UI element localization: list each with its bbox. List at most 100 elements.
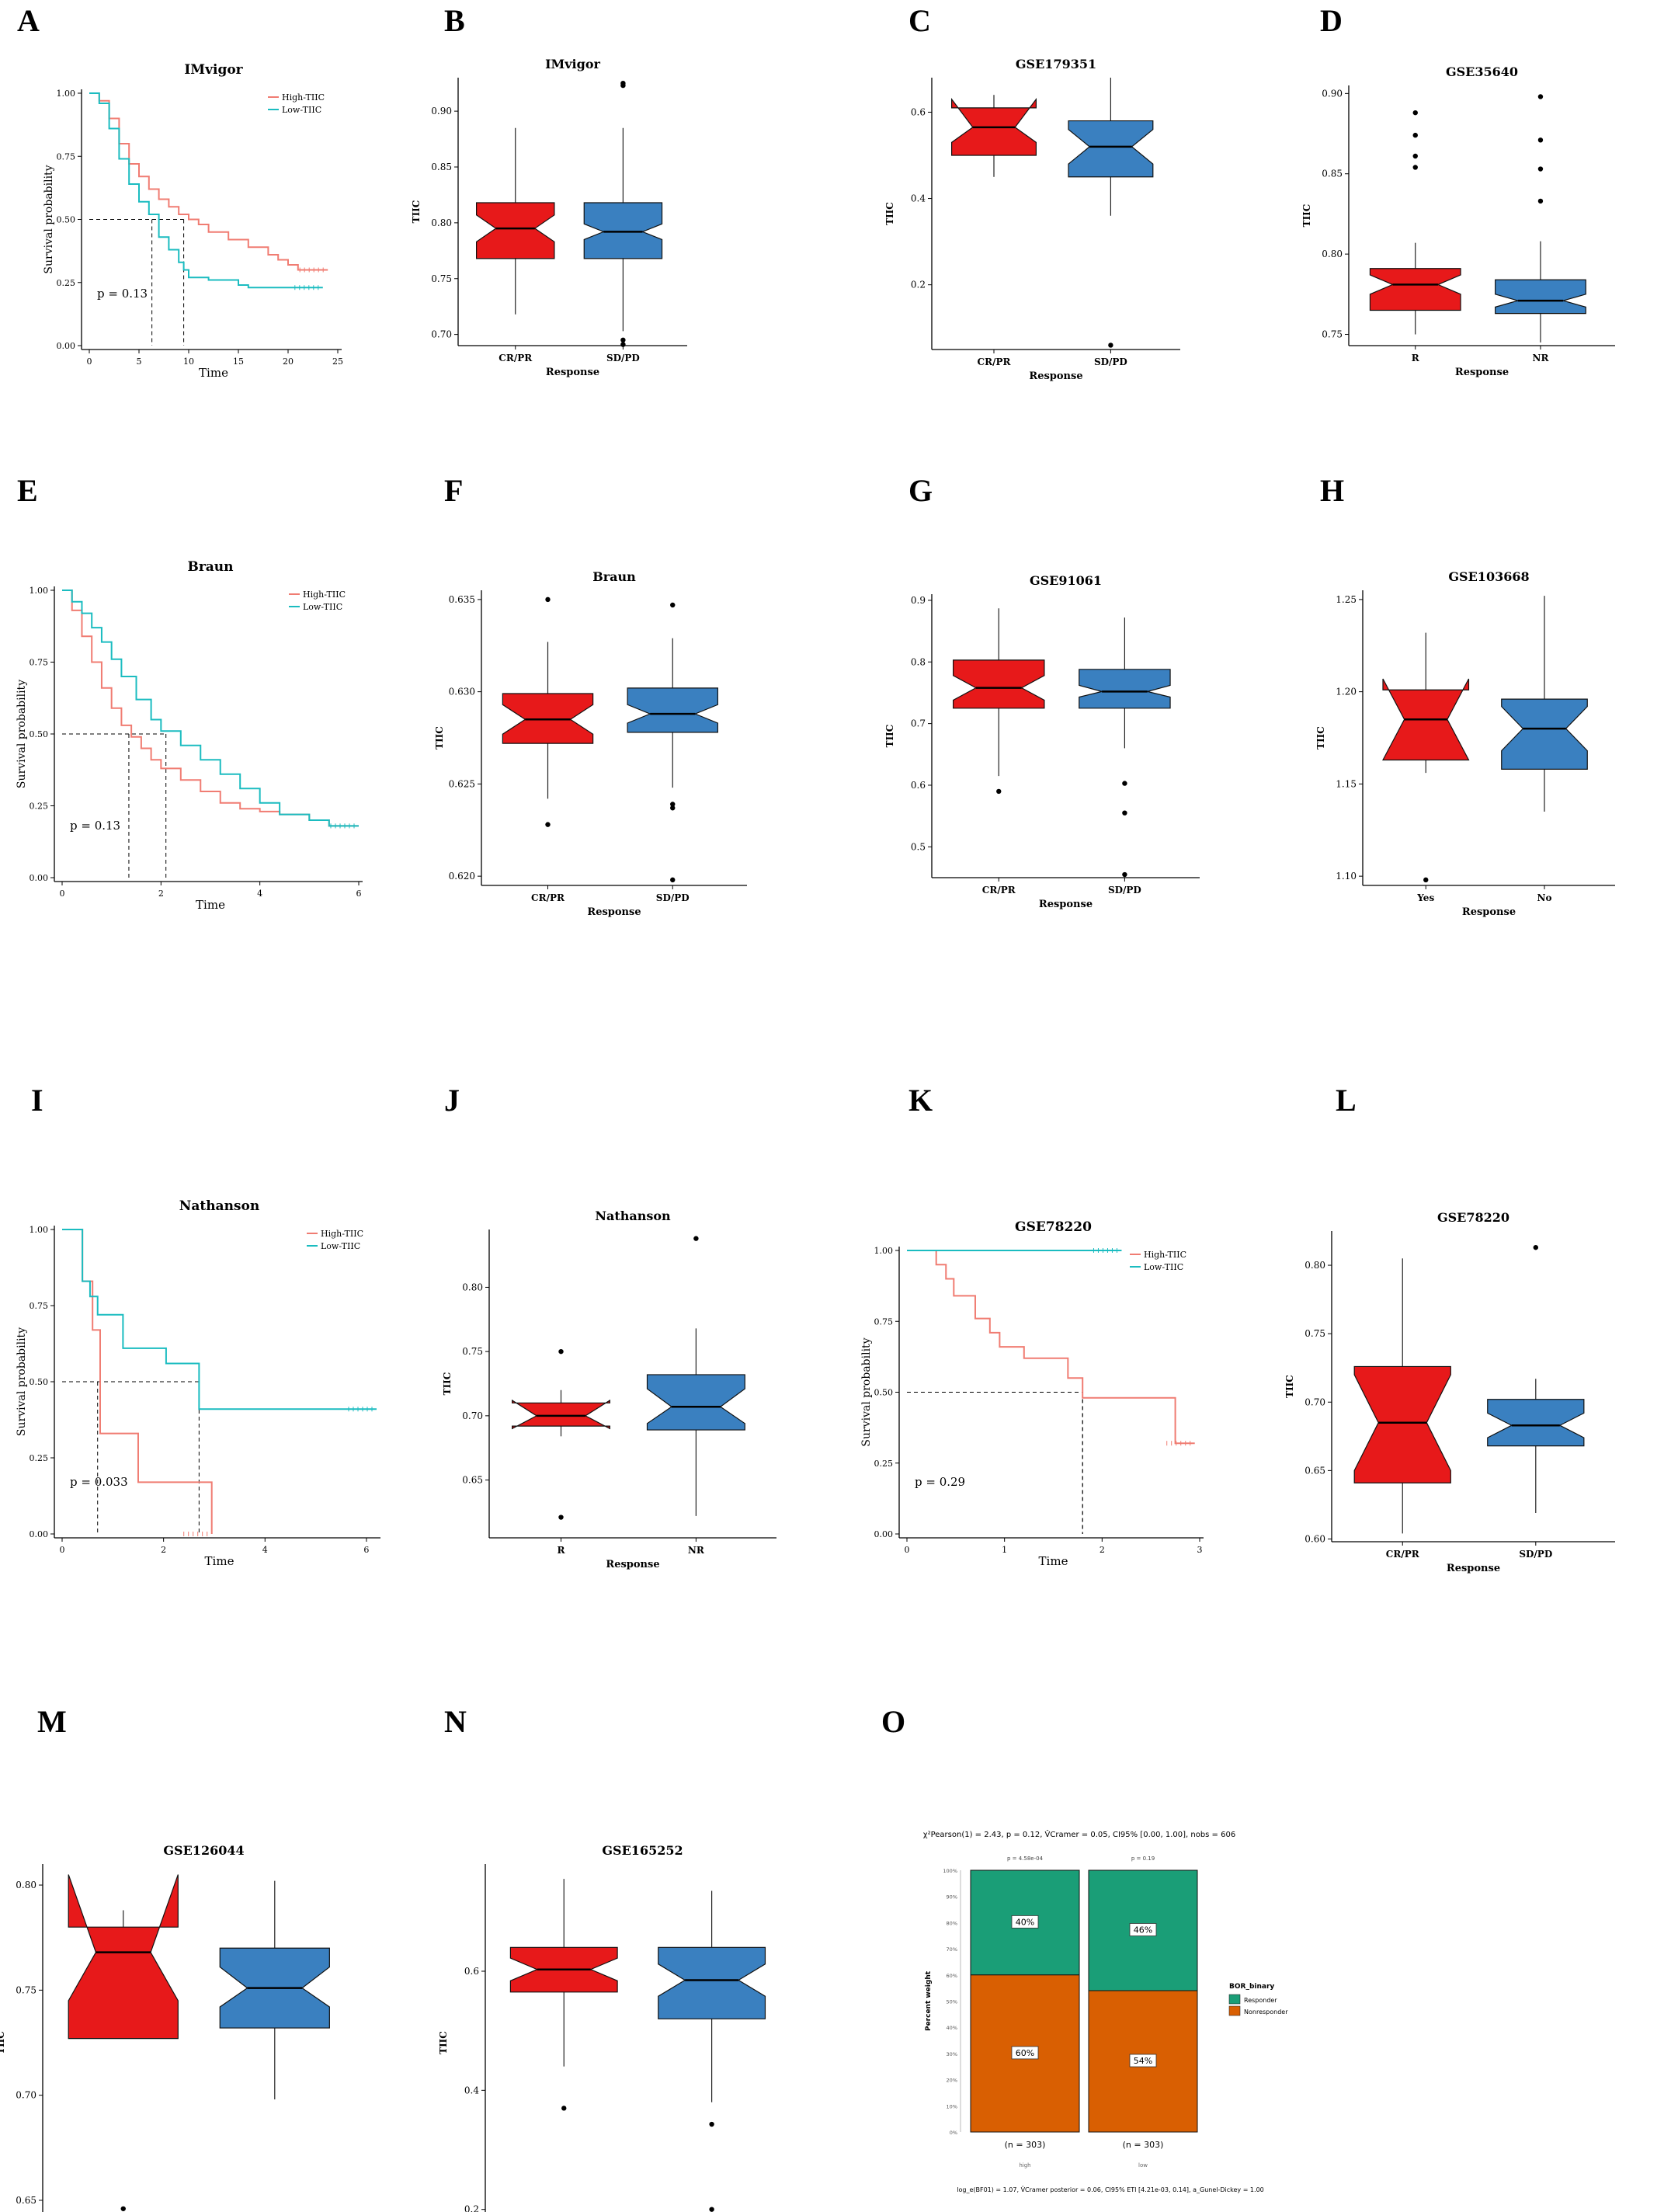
y-tick-label: 50%	[947, 1999, 957, 2005]
bar-top-p-value: p = 4.58e-04	[1007, 1856, 1044, 1862]
y-tick-label: 0.00	[57, 341, 76, 351]
x-tick-label: 0	[60, 889, 65, 899]
y-tick-label: 0.25	[874, 1459, 894, 1469]
stats-footer: log_e(BF01) = 1.07, V̂Cramer posterior =…	[957, 2186, 1264, 2193]
panel-letter-K: K	[908, 1083, 933, 1118]
y-tick-label: 0.7	[911, 718, 926, 729]
box-No	[1501, 698, 1588, 770]
y-tick-label: 0.75	[16, 1984, 36, 1995]
y-tick-label: 0.75	[874, 1316, 894, 1327]
outlier-point	[1537, 137, 1544, 143]
x-tick-label: R	[558, 1545, 566, 1556]
y-axis-label: TIIC	[438, 2031, 449, 2054]
y-tick-label: 0.75	[1322, 329, 1343, 340]
x-tick-label: SD/PD	[1094, 356, 1127, 367]
x-tick-label: CR/PR	[982, 885, 1016, 896]
panel-letter-E: E	[17, 473, 38, 508]
y-tick-label: 1.25	[1336, 594, 1357, 605]
y-tick-label: 0.90	[1322, 88, 1343, 99]
x-tick-label: CR/PR	[531, 892, 565, 903]
x-tick-label: 15	[233, 356, 244, 367]
legend-title: BOR_binary	[1229, 1983, 1274, 1991]
x-tick-label: 6	[356, 889, 362, 899]
y-tick-label: 10%	[947, 2103, 957, 2109]
pct-label-box	[1129, 2054, 1157, 2068]
pct-label-box	[1011, 1915, 1039, 1929]
legend-label-low: Low-TIIC	[282, 105, 321, 115]
plot-title: GSE35640	[1446, 64, 1518, 79]
y-tick-label: 0.75	[1304, 1328, 1325, 1339]
y-tick-label: 0.75	[30, 658, 49, 668]
y-tick-label: 0.60	[1304, 1533, 1325, 1544]
x-axis-label: Time	[205, 1554, 234, 1568]
pct-label-box	[1011, 2046, 1039, 2060]
x-axis-label: Response	[1447, 1563, 1500, 1574]
outlier-point	[670, 805, 676, 811]
plot-title: GSE126044	[163, 1843, 244, 1858]
plot-title: GSE78220	[1015, 1219, 1092, 1235]
km-curve-low-tiic	[62, 590, 359, 827]
x-tick-label: 25	[332, 356, 343, 367]
y-tick-label: 0.65	[1304, 1465, 1325, 1476]
box-R	[1369, 268, 1461, 311]
y-tick-label: 0.6	[911, 106, 926, 117]
x-axis-label: Response	[1029, 370, 1082, 382]
outlier-point	[620, 337, 626, 343]
y-tick-label: 0.625	[449, 778, 475, 789]
y-tick-label: 0.25	[30, 1453, 49, 1463]
y-tick-label: 40%	[947, 2025, 957, 2031]
plot-title: GSE179351	[1016, 57, 1096, 71]
outlier-point	[545, 596, 551, 603]
y-tick-label: 1.00	[874, 1246, 894, 1256]
y-tick-label: 1.00	[57, 89, 76, 99]
y-tick-label: 0.25	[30, 802, 49, 812]
y-axis-label: TIIC	[434, 726, 445, 750]
outlier-point	[670, 602, 676, 608]
y-tick-label: 0.00	[30, 1529, 49, 1539]
y-tick-label: 0.80	[462, 1282, 483, 1292]
pct-label-nonresponder: 60%	[1016, 2048, 1034, 2058]
x-tick-label: No	[1537, 892, 1552, 903]
km-curve-high-tiic	[62, 590, 359, 827]
panel-D: D GSE35640 0.75 0.80 0.85 0.90 TIIC Response R NR	[1301, 3, 1615, 378]
y-tick-label: 0.70	[431, 329, 452, 340]
x-tick-label: low	[1138, 2162, 1148, 2169]
p-value-label: p = 0.29	[915, 1475, 965, 1489]
y-tick-label: 0.80	[431, 217, 452, 228]
x-tick-label: 3	[1197, 1545, 1203, 1555]
y-tick-label: 80%	[947, 1920, 957, 1926]
box-CR/PR	[476, 202, 555, 259]
box-SD/PD	[627, 687, 718, 733]
x-tick-label: SD/PD	[1519, 1549, 1552, 1560]
y-tick-label: 20%	[947, 2078, 957, 2084]
outlier-point	[545, 822, 551, 827]
x-tick-label: 20	[283, 356, 294, 367]
y-tick-label: 0.4	[464, 2085, 479, 2095]
y-tick-label: 0.2	[911, 280, 926, 290]
y-tick-label: 0.75	[57, 151, 76, 162]
y-axis-label: TIIC	[442, 1372, 453, 1396]
panel-J: J Nathanson 0.65 0.70 0.75 0.80 TIIC Response R N…	[442, 1083, 776, 1570]
p-value-label: p = 0.13	[97, 287, 148, 301]
y-tick-label: 90%	[947, 1894, 957, 1901]
x-tick-label: 0	[87, 356, 92, 367]
pct-label-box	[1129, 1923, 1157, 1936]
y-axis-label: Survival probability	[16, 680, 28, 788]
plot-title: GSE78220	[1437, 1210, 1509, 1225]
outlier-point	[1108, 343, 1113, 348]
p-value-label: p = 0.13	[70, 819, 120, 833]
box-SD/PD	[1068, 120, 1154, 178]
panel-F: F Braun 0.620 0.625 0.630 0.635 TIIC Response CR…	[434, 473, 747, 918]
y-tick-label: 0.50	[30, 729, 49, 739]
y-tick-label: 100%	[943, 1868, 957, 1874]
panel-letter-B: B	[444, 3, 465, 38]
outlier-point	[709, 2207, 714, 2212]
panel-letter-M: M	[37, 1704, 67, 1739]
legend-label-high: High-TIIC	[282, 92, 325, 103]
y-axis-label: TIIC	[1284, 1375, 1295, 1398]
x-axis-label: Response	[1455, 367, 1509, 378]
y-tick-label: 70%	[947, 1946, 957, 1953]
panel-letter-G: G	[908, 473, 933, 508]
box-SD/PD	[583, 202, 663, 259]
x-tick-label: 2	[161, 1545, 166, 1555]
